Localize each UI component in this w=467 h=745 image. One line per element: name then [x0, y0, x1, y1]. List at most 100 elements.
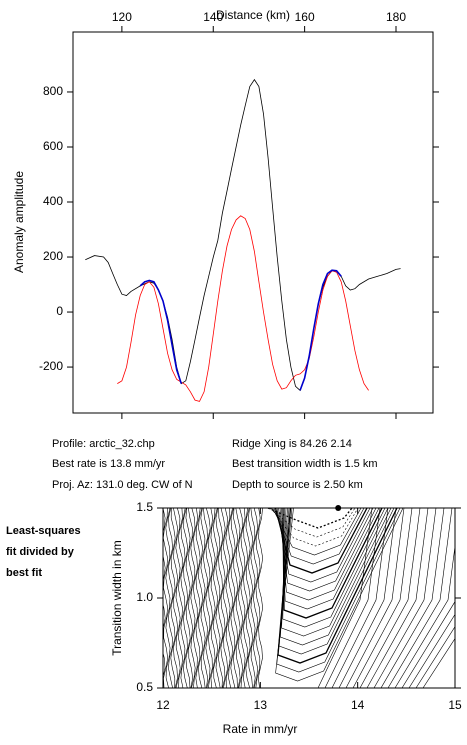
contour-line — [276, 508, 401, 673]
contour-line — [324, 508, 381, 688]
contour-line — [180, 508, 186, 688]
annotation: Ridge Xing is 84.26 2.14 — [232, 438, 352, 450]
line-series — [117, 215, 369, 402]
contour-line — [190, 508, 196, 688]
contour-line — [177, 508, 184, 688]
contour-line — [173, 508, 179, 688]
contour-line — [175, 508, 181, 688]
contour-line — [202, 508, 209, 688]
y-tick-label: 400 — [43, 194, 63, 208]
x-tick-label: 15 — [448, 698, 462, 712]
y-tick-label: 200 — [43, 249, 63, 263]
contour-line — [232, 508, 239, 688]
contour-line — [227, 508, 233, 688]
contour-line — [198, 508, 204, 688]
annotation: Best rate is 13.8 mm/yr — [52, 458, 165, 470]
contour-line — [317, 508, 373, 688]
contour-line — [212, 508, 219, 688]
contour-line — [250, 508, 256, 688]
contour-line — [387, 508, 453, 688]
contour-line — [200, 508, 206, 688]
contour-line — [208, 508, 214, 688]
y-tick-label: 1.5 — [136, 500, 153, 514]
annotation: Proj. Az: 131.0 deg. CW of N — [52, 479, 193, 491]
contour-line — [359, 508, 421, 688]
bottom-y-label: Transition width in km — [110, 540, 124, 656]
contour-line — [223, 508, 229, 688]
contour-line — [278, 508, 374, 592]
best-fit-point — [335, 505, 342, 511]
contour-line — [272, 508, 362, 556]
contour-line — [185, 508, 191, 688]
side-label: Least-squares — [6, 525, 81, 537]
contour-line — [237, 508, 244, 688]
contour-line — [373, 508, 437, 688]
contour-line — [257, 508, 264, 688]
contour-line — [247, 508, 254, 688]
x-tick-label: 12 — [156, 698, 170, 712]
contour-line — [415, 626, 455, 688]
contour-line — [281, 508, 380, 610]
contour-line — [401, 601, 455, 688]
contour-line — [338, 508, 397, 688]
contour-line — [408, 613, 455, 688]
x-tick-label: 14 — [351, 698, 365, 712]
contour-line — [217, 508, 224, 688]
top-title: Distance (km) — [216, 8, 290, 22]
contour-line — [331, 508, 389, 688]
contour-line — [165, 508, 171, 688]
contour-line — [366, 508, 429, 688]
x-tick-label: 160 — [295, 10, 315, 24]
annotation: Best transition width is 1.5 km — [232, 458, 378, 470]
y-tick-label: 600 — [43, 139, 63, 153]
contour-line — [225, 508, 231, 688]
contour-line — [215, 508, 221, 688]
contour-line — [182, 508, 189, 688]
contour-line — [163, 508, 166, 679]
contour-line — [170, 508, 176, 688]
annotation: Profile: arctic_32.chp — [52, 438, 155, 450]
contour-line — [352, 508, 413, 688]
contour-line — [188, 508, 194, 688]
annotation: Depth to source is 2.50 km — [232, 479, 363, 491]
contour-field — [163, 508, 455, 688]
contour-line — [394, 544, 455, 688]
contour-line — [192, 508, 199, 688]
contour-line — [205, 508, 211, 688]
contour-line — [422, 638, 455, 688]
y-tick-label: -200 — [39, 359, 63, 373]
contour-line — [269, 508, 356, 538]
contour-line — [267, 508, 353, 529]
contour-line — [277, 508, 398, 664]
x-tick-label: 120 — [112, 10, 132, 24]
y-tick-label: 800 — [43, 84, 63, 98]
y-tick-label: 0.5 — [136, 680, 153, 694]
line-series — [139, 269, 342, 391]
contour-line — [270, 508, 359, 547]
y-tick-label: 1.0 — [136, 590, 153, 604]
contour-line — [245, 508, 251, 688]
bottom-x-label: Rate in mm/yr — [223, 722, 298, 736]
contour-line — [167, 508, 173, 688]
y-tick-label: 0 — [56, 304, 63, 318]
contour-line — [220, 508, 226, 688]
side-label: best fit — [6, 567, 42, 579]
contour-line — [195, 508, 201, 688]
contour-line — [345, 508, 405, 688]
contour-line — [255, 508, 261, 688]
contour-line — [230, 508, 236, 688]
x-tick-label: 180 — [386, 10, 406, 24]
x-tick-label: 13 — [254, 698, 268, 712]
contour-line — [242, 508, 248, 688]
x-tick-label: 140 — [203, 10, 223, 24]
top-y-label: Anomaly amplitude — [12, 171, 26, 273]
contour-line — [275, 508, 404, 682]
contour-line — [235, 508, 241, 688]
contour-line — [252, 508, 258, 688]
contour-line — [240, 508, 246, 688]
plot-frame — [72, 31, 434, 414]
contour-line — [210, 508, 216, 688]
side-label: fit divided by — [6, 546, 75, 558]
contour-line — [380, 508, 445, 688]
